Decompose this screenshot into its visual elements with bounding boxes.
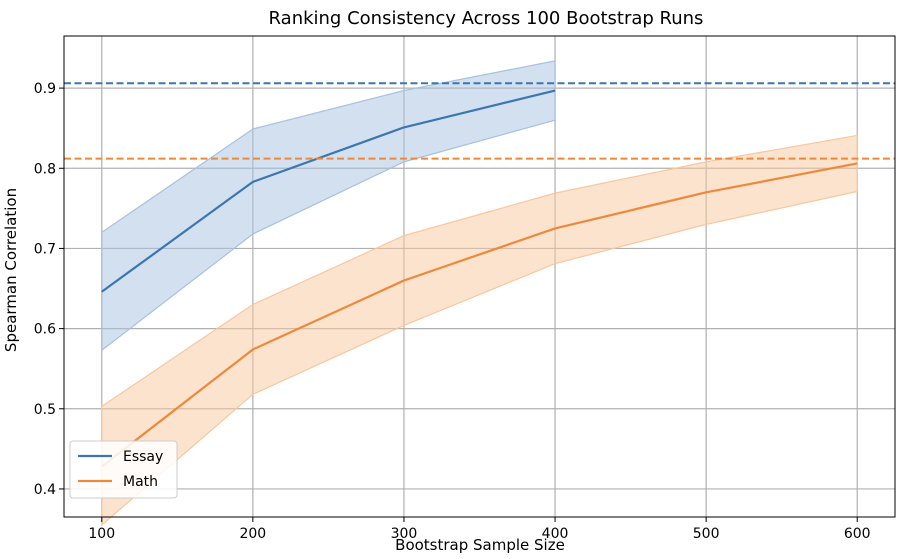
reference-layer	[64, 82, 895, 160]
plot-frame	[63, 35, 896, 518]
legend-label-essay: Essay	[123, 449, 163, 465]
y-tick-label: 0.5	[34, 402, 56, 418]
legend-label-math: Math	[123, 474, 158, 490]
x-tick-label: 100	[88, 526, 115, 542]
y-tick-label: 0.9	[34, 81, 56, 97]
confidence-band-math	[101, 134, 858, 527]
series-line-math	[101, 162, 858, 468]
x-tick-label: 200	[239, 526, 266, 542]
x-axis: 100 200 300 400 500 600	[88, 517, 871, 542]
y-tick-label: 0.7	[34, 241, 56, 257]
confidence-band-essay	[101, 60, 556, 352]
band-layer	[101, 60, 858, 527]
x-tick-label: 300	[391, 526, 418, 542]
y-tick-label: 0.8	[34, 161, 56, 177]
chart-title: Ranking Consistency Across 100 Bootstrap…	[269, 8, 704, 29]
series-line-essay	[101, 89, 556, 293]
x-tick-label: 600	[844, 526, 871, 542]
x-tick-label: 400	[542, 526, 569, 542]
y-axis-label: Spearman Correlation	[2, 188, 20, 352]
y-tick-label: 0.6	[34, 322, 56, 338]
y-axis: 0.4 0.5 0.6 0.7 0.8 0.9	[34, 81, 64, 498]
legend: Essay Math	[69, 440, 178, 499]
x-tick-label: 500	[693, 526, 720, 542]
y-tick-label: 0.4	[34, 482, 56, 498]
x-axis-label: Bootstrap Sample Size	[395, 536, 565, 554]
